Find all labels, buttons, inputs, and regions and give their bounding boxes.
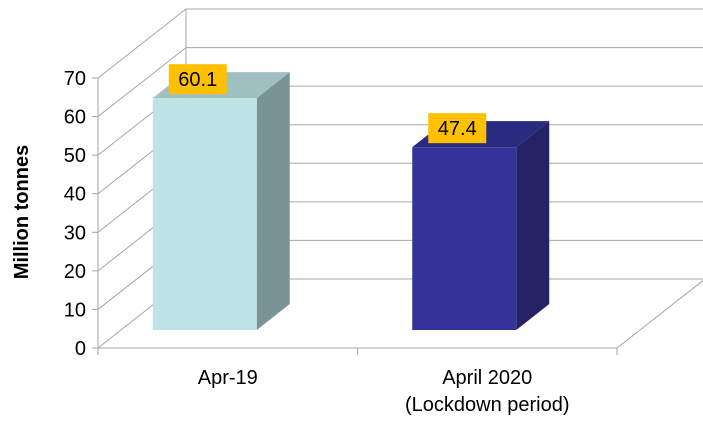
y-tick-label: 60 — [64, 107, 86, 129]
data-label: 60.1 — [178, 69, 217, 91]
bar-side — [256, 72, 290, 330]
x-category-label: Apr-19 — [198, 367, 258, 389]
label-layer: 0 10 20 30 40 50 60 70 60.1 Apr-19 47.4 April 2020 (… — [64, 64, 570, 416]
y-tick-label: 10 — [64, 299, 86, 321]
bar — [412, 121, 550, 331]
data-label-bg — [428, 113, 487, 144]
x-category-label: (Lockdown period) — [405, 394, 570, 416]
bar-front — [152, 98, 257, 330]
y-tick-label: 30 — [64, 222, 86, 244]
bar-side — [516, 121, 550, 331]
gridline — [97, 8, 703, 79]
y-axis-title: Million tonnes — [11, 145, 33, 279]
y-tick-label: 40 — [64, 184, 86, 206]
y-tick-label: 70 — [64, 68, 86, 90]
y-tick-label: 0 — [75, 338, 86, 360]
gridline — [97, 47, 703, 117]
bar — [152, 72, 290, 330]
y-tick-label: 50 — [64, 145, 86, 167]
bar-layer — [152, 72, 550, 331]
floor-right-edge — [616, 279, 703, 349]
data-label-bg — [168, 64, 227, 95]
data-label: 47.4 — [438, 118, 477, 140]
bar-front — [412, 147, 517, 330]
y-tick-label: 20 — [64, 261, 86, 283]
x-category-label: April 2020 — [442, 367, 532, 389]
